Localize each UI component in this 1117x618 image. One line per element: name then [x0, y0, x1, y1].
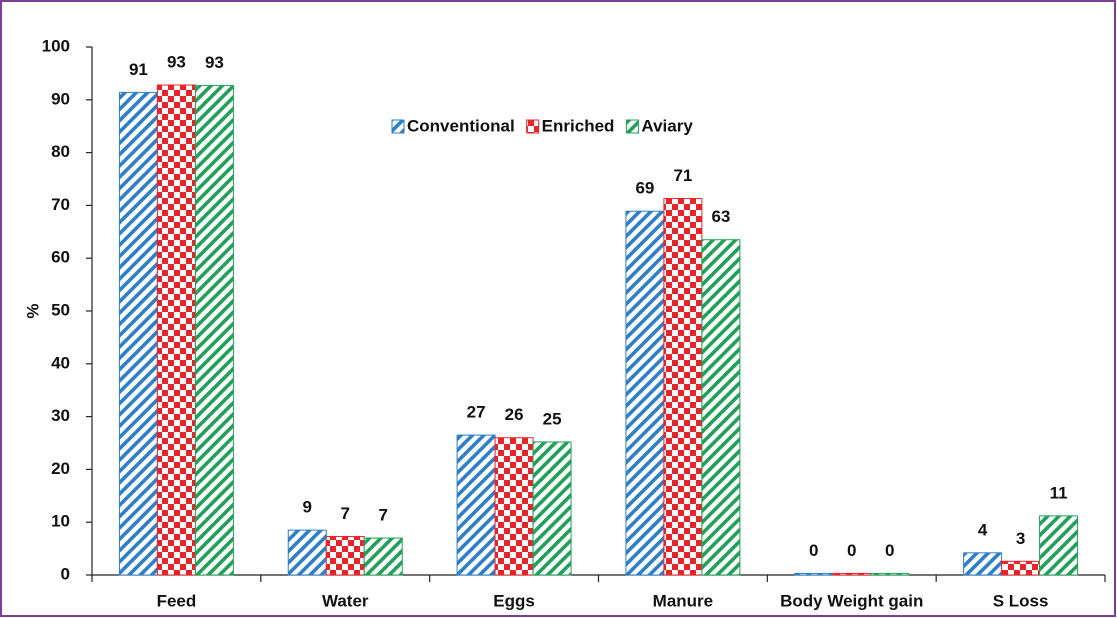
y-tick-label: 40 — [51, 353, 70, 372]
value-label: 71 — [673, 166, 692, 185]
bar — [325, 535, 365, 576]
x-tick-label: Water — [322, 591, 369, 610]
bar — [663, 198, 703, 576]
y-tick-label: 20 — [51, 459, 70, 478]
value-label: 0 — [885, 541, 894, 560]
bar — [701, 239, 741, 576]
bar — [625, 210, 665, 576]
value-label: 69 — [635, 179, 654, 198]
bar — [1039, 515, 1079, 576]
legend-label: Enriched — [542, 116, 615, 135]
legend-swatch — [625, 119, 639, 134]
x-tick-label: S Loss — [993, 591, 1049, 610]
y-tick-label: 80 — [51, 142, 70, 161]
value-label: 4 — [978, 520, 988, 539]
x-tick-label: Feed — [157, 591, 197, 610]
y-tick-label: 0 — [61, 564, 70, 583]
y-tick-label: 30 — [51, 406, 70, 425]
value-label: 91 — [129, 60, 148, 79]
value-label: 93 — [167, 53, 186, 72]
bar — [363, 537, 403, 576]
value-label: 25 — [543, 409, 562, 428]
legend-label: Aviary — [641, 116, 693, 135]
legend-label: Conventional — [407, 116, 515, 135]
value-label: 27 — [467, 403, 486, 422]
bar — [456, 434, 496, 576]
y-tick-label: 90 — [51, 89, 70, 108]
y-tick-label: 70 — [51, 195, 70, 214]
bar — [156, 84, 196, 576]
bar — [963, 552, 1003, 576]
x-tick-label: Eggs — [493, 591, 535, 610]
value-label: 0 — [809, 541, 818, 560]
bar — [870, 572, 910, 576]
y-tick-label: 60 — [51, 248, 70, 267]
value-label: 11 — [1050, 483, 1068, 502]
bar — [118, 91, 158, 576]
value-label: 63 — [711, 207, 730, 226]
legend-swatch — [526, 119, 540, 134]
x-tick-label: Body Weight gain — [780, 591, 923, 610]
bar — [532, 441, 572, 576]
y-tick-label: 10 — [51, 512, 70, 531]
value-label: 93 — [205, 53, 224, 72]
value-label: 3 — [1016, 529, 1025, 548]
x-tick-label: Manure — [653, 591, 713, 610]
legend-swatch — [391, 119, 405, 134]
y-tick-label: 50 — [51, 300, 70, 319]
bar — [794, 572, 834, 576]
y-tick-label: 100 — [42, 36, 70, 55]
value-label: 7 — [379, 506, 388, 525]
bar — [287, 529, 327, 576]
bar — [1001, 560, 1041, 576]
value-label: 0 — [847, 541, 856, 560]
value-label: 7 — [341, 504, 350, 523]
value-label: 9 — [303, 498, 312, 517]
value-label: 26 — [505, 405, 524, 424]
y-axis-label: % — [23, 303, 42, 318]
bar — [494, 437, 534, 576]
bar — [832, 572, 872, 576]
bar — [194, 85, 234, 576]
